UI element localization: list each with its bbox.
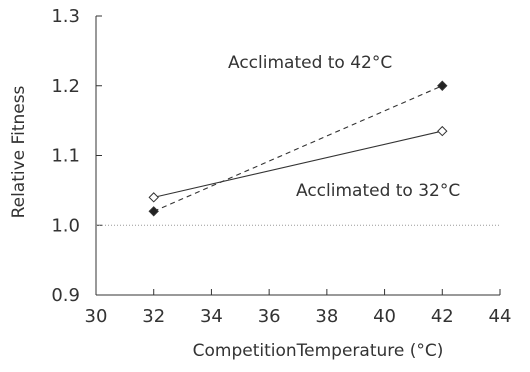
y-tick-label: 0.9 bbox=[51, 285, 80, 306]
y-axis-title: Relative Fitness bbox=[9, 85, 29, 218]
series-line-acclimated-32 bbox=[153, 130, 443, 198]
series-label-acclimated-32: Acclimated to 32°C bbox=[296, 181, 460, 201]
series-line-acclimated-42 bbox=[153, 85, 443, 212]
x-tick-label: 44 bbox=[489, 306, 512, 327]
x-tick-label: 30 bbox=[85, 306, 108, 327]
data-point-acclimated-32 bbox=[148, 192, 159, 203]
x-tick-label: 32 bbox=[142, 306, 165, 327]
y-tick-label: 1.2 bbox=[51, 76, 80, 97]
x-tick-label: 38 bbox=[315, 306, 338, 327]
data-point-acclimated-42 bbox=[437, 80, 448, 91]
y-tick-label: 1.0 bbox=[51, 215, 80, 236]
x-tick-label: 34 bbox=[200, 306, 223, 327]
x-tick-label: 40 bbox=[373, 306, 396, 327]
y-tick-label: 1.3 bbox=[51, 6, 80, 27]
data-point-acclimated-32 bbox=[437, 125, 448, 137]
x-axis-title: CompetitionTemperature (°C) bbox=[193, 341, 444, 361]
data-point-acclimated-42 bbox=[148, 206, 159, 217]
x-tick-label: 36 bbox=[258, 306, 281, 327]
series-label-acclimated-42: Acclimated to 42°C bbox=[228, 53, 392, 73]
labels-group: CompetitionTemperature (°C) Relative Fitn… bbox=[9, 53, 460, 361]
series-group bbox=[148, 80, 448, 217]
y-tick-label: 1.1 bbox=[51, 146, 80, 167]
x-tick-label: 42 bbox=[431, 306, 454, 327]
axes: 30 32 34 36 38 40 42 44 0.9 1.0 1.1 1.2 1.3 bbox=[51, 6, 511, 327]
